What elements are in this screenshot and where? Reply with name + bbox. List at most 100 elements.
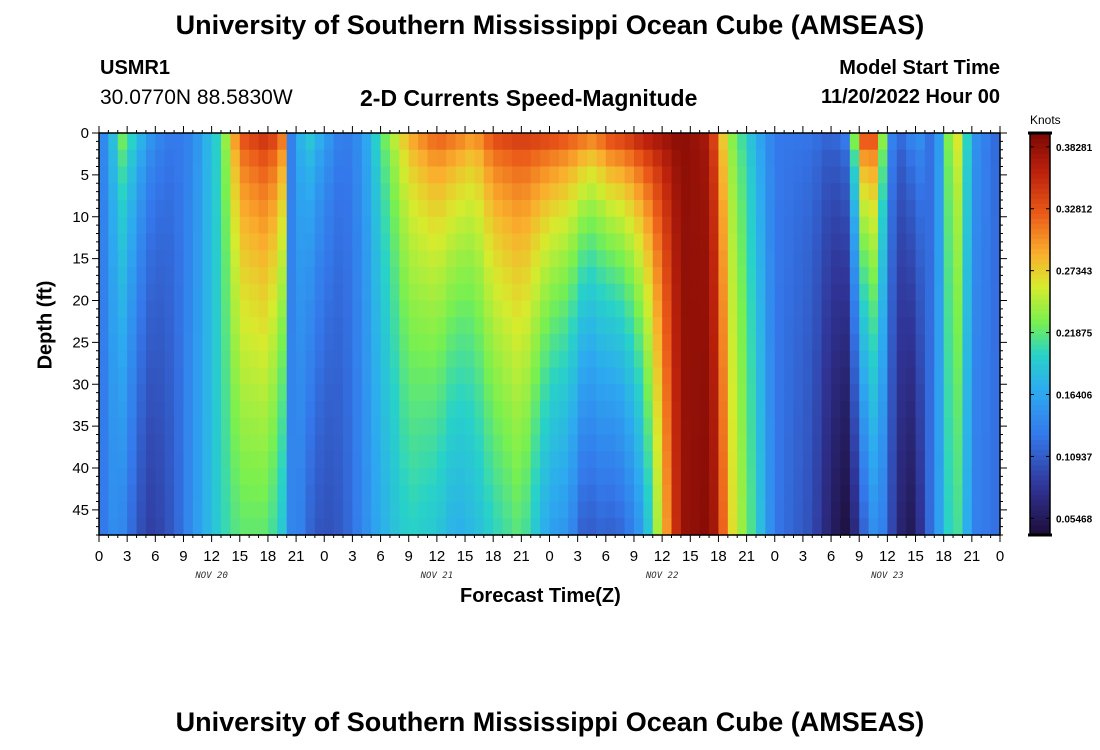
heatmap-cell bbox=[774, 267, 785, 285]
heatmap-cell bbox=[924, 166, 935, 184]
heatmap-cell bbox=[924, 518, 935, 536]
heatmap-cell bbox=[699, 451, 710, 469]
heatmap-cell bbox=[455, 417, 466, 436]
heatmap-cell bbox=[258, 434, 269, 452]
heatmap-cell bbox=[230, 367, 241, 385]
heatmap-cell bbox=[577, 283, 588, 302]
heatmap-cell bbox=[971, 367, 982, 385]
heatmap-cell bbox=[408, 317, 419, 335]
heatmap-cell bbox=[793, 518, 804, 536]
heatmap-cell bbox=[286, 233, 297, 251]
y-tick-label: 20 bbox=[72, 293, 89, 310]
heatmap-cell bbox=[971, 250, 982, 268]
heatmap-cell bbox=[267, 334, 278, 352]
heatmap-cell bbox=[877, 367, 888, 385]
heatmap-cell bbox=[802, 283, 813, 302]
heatmap-cell bbox=[164, 468, 175, 486]
heatmap-cell bbox=[962, 367, 973, 385]
heatmap-cell bbox=[774, 451, 785, 469]
heatmap-cell bbox=[343, 283, 354, 302]
heatmap-cell bbox=[953, 468, 964, 486]
heatmap-cell bbox=[774, 334, 785, 352]
heatmap-cell bbox=[671, 401, 682, 419]
heatmap-cell bbox=[286, 133, 297, 151]
heatmap-cell bbox=[221, 267, 231, 285]
heatmap-cell bbox=[333, 250, 344, 268]
heatmap-cell bbox=[596, 250, 607, 268]
heatmap-cell bbox=[953, 200, 964, 218]
heatmap-cell bbox=[446, 250, 457, 268]
heatmap-cell bbox=[605, 334, 616, 352]
colorbar-segment bbox=[1030, 328, 1050, 335]
heatmap-cell bbox=[624, 200, 635, 218]
heatmap-cell bbox=[221, 250, 231, 268]
heatmap-cell bbox=[699, 401, 710, 419]
heatmap-cell bbox=[155, 267, 166, 285]
heatmap-cell bbox=[802, 401, 813, 419]
heatmap-cell bbox=[755, 434, 766, 452]
heatmap-cell bbox=[314, 501, 325, 519]
heatmap-cell bbox=[164, 434, 175, 452]
heatmap-cell bbox=[155, 401, 166, 419]
heatmap-cell bbox=[502, 468, 513, 486]
heatmap-cell bbox=[483, 417, 494, 436]
heatmap-cell bbox=[765, 401, 776, 419]
x-tick-label: 0 bbox=[545, 548, 553, 565]
heatmap-cell bbox=[671, 183, 682, 201]
heatmap-cell bbox=[737, 283, 748, 302]
heatmap-cell bbox=[990, 133, 1001, 151]
heatmap-cell bbox=[540, 401, 551, 419]
heatmap-cell bbox=[511, 133, 522, 151]
heatmap-cell bbox=[277, 233, 288, 251]
heatmap-cell bbox=[389, 518, 400, 536]
heatmap-cell bbox=[174, 317, 185, 335]
heatmap-cell bbox=[549, 484, 560, 503]
heatmap-cell bbox=[192, 200, 203, 218]
heatmap-cell bbox=[286, 384, 297, 402]
colorbar-tick-label: 0.16406 bbox=[1056, 391, 1093, 402]
heatmap-cell bbox=[821, 233, 832, 251]
heatmap-cell bbox=[718, 367, 729, 385]
heatmap-cell bbox=[465, 216, 476, 235]
heatmap-cell bbox=[155, 166, 166, 184]
heatmap-cell bbox=[502, 200, 513, 218]
heatmap-cell bbox=[371, 401, 382, 419]
heatmap-cell bbox=[183, 501, 194, 519]
heatmap-cell bbox=[249, 283, 260, 302]
heatmap-cell bbox=[859, 283, 870, 302]
x-tick-label: 6 bbox=[151, 548, 159, 565]
heatmap-cell bbox=[361, 317, 372, 335]
heatmap-cell bbox=[587, 149, 598, 168]
heatmap-cell bbox=[239, 468, 250, 486]
heatmap-cell bbox=[258, 250, 269, 268]
colorbar-segment bbox=[1030, 334, 1050, 340]
colorbar-segment bbox=[1030, 153, 1050, 159]
heatmap-cell bbox=[643, 434, 654, 452]
heatmap-cell bbox=[446, 518, 457, 536]
heatmap-cell bbox=[418, 166, 429, 184]
heatmap-cell bbox=[765, 267, 776, 285]
heatmap-cell bbox=[831, 166, 842, 184]
heatmap-cell bbox=[596, 216, 607, 235]
heatmap-cell bbox=[427, 216, 438, 235]
heatmap-cell bbox=[643, 401, 654, 419]
heatmap-cell bbox=[934, 451, 945, 469]
heatmap-cell bbox=[680, 233, 691, 251]
heatmap-cell bbox=[896, 350, 907, 369]
heatmap-cell bbox=[145, 149, 156, 168]
heatmap-cell bbox=[727, 384, 738, 402]
heatmap-cell bbox=[343, 417, 354, 436]
heatmap-cell bbox=[802, 334, 813, 352]
heatmap-cell bbox=[896, 317, 907, 335]
heatmap-cell bbox=[943, 434, 954, 452]
heatmap-cell bbox=[324, 149, 335, 168]
heatmap-cell bbox=[549, 317, 560, 335]
heatmap-cell bbox=[953, 451, 964, 469]
heatmap-cell bbox=[164, 367, 175, 385]
footer-title: University of Southern Mississippi Ocean… bbox=[175, 707, 925, 737]
heatmap-cell bbox=[859, 417, 870, 436]
heatmap-cell bbox=[221, 300, 231, 318]
heatmap-cell bbox=[230, 267, 241, 285]
heatmap-cell bbox=[380, 334, 391, 352]
heatmap-cell bbox=[737, 417, 748, 436]
